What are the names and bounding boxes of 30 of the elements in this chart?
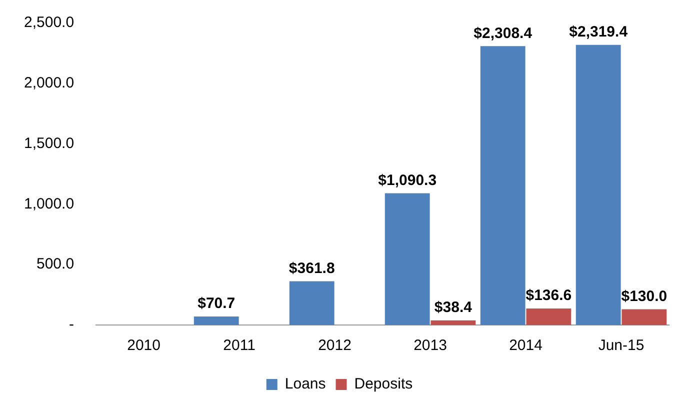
bar [622, 309, 667, 325]
x-tick-label: 2012 [318, 337, 352, 354]
y-tick-label: 500.0 [36, 256, 74, 273]
legend-label: Deposits [354, 376, 413, 393]
data-label: $1,090.3 [378, 172, 437, 189]
bar [194, 316, 239, 325]
data-label: $136.6 [526, 287, 572, 304]
data-label: $130.0 [621, 288, 668, 305]
bar [430, 320, 476, 325]
data-label: $38.4 [434, 299, 473, 316]
bar [289, 281, 334, 325]
x-tick-label: Jun-15 [598, 337, 644, 354]
y-tick-label: 2,000.0 [24, 74, 74, 92]
y-tick-label: 1,000.0 [24, 195, 74, 212]
data-label: $361.8 [288, 260, 335, 277]
y-tick-label: - [69, 316, 74, 334]
y-tick-label: 2,500.0 [24, 14, 74, 32]
data-label: $70.7 [198, 295, 236, 312]
bar [526, 308, 572, 325]
bar [480, 46, 526, 325]
bar [384, 193, 430, 325]
x-tick-label: 2011 [223, 337, 256, 354]
legend-label: Loans [284, 376, 326, 393]
data-label: $2,308.4 [474, 24, 533, 42]
x-tick-label: 2010 [127, 337, 160, 354]
x-tick-label: 2013 [414, 337, 447, 354]
x-tick-label: 2014 [509, 337, 542, 354]
y-tick-label: 1,500.0 [24, 134, 74, 152]
bar [576, 44, 621, 325]
data-label: $2,319.4 [569, 23, 628, 40]
